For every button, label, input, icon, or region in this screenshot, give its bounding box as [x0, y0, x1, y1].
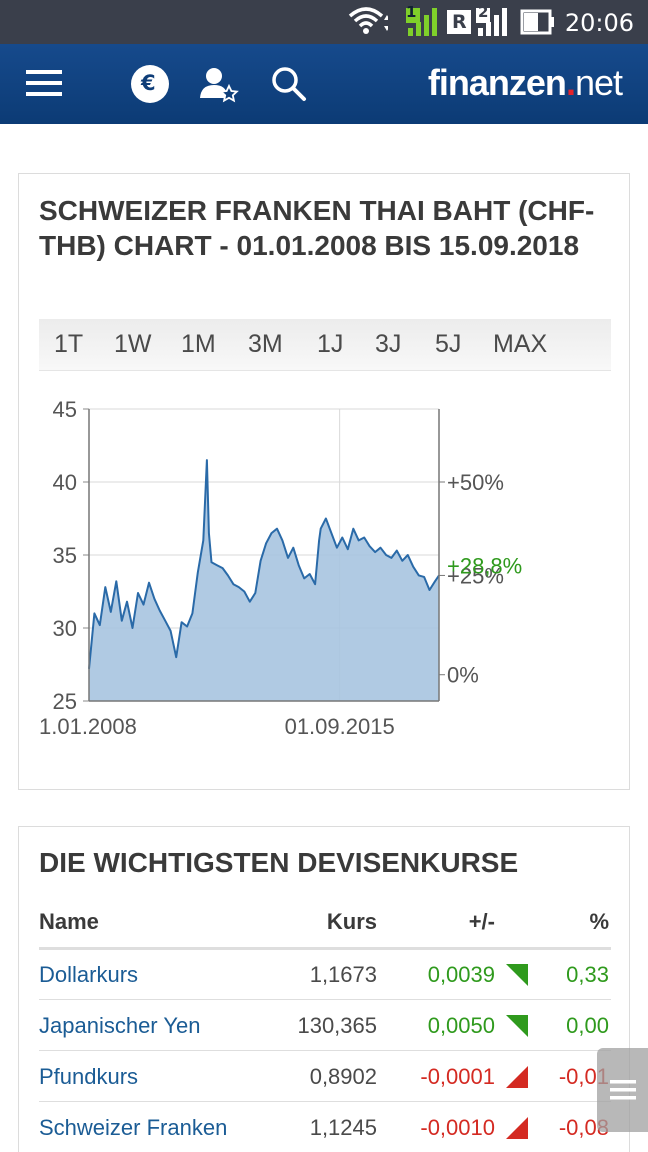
row-change: 0,0039: [427, 962, 495, 987]
range-tabs: 1T 1W 1M 3M 1J 3J 5J MAX: [39, 319, 611, 371]
table-row[interactable]: Dollarkurs 1,1673 0,0039 0,33: [39, 950, 611, 1000]
currency-icon-label: €: [141, 71, 156, 95]
row-change: -0,0010: [420, 1115, 495, 1140]
row-change: 0,0050: [427, 1013, 495, 1038]
right-tick-label: +50%: [447, 470, 504, 495]
header-divider: [39, 947, 611, 950]
row-name[interactable]: Japanischer Yen: [39, 1013, 201, 1038]
search-icon[interactable]: [269, 64, 309, 104]
col-name: Name: [39, 909, 99, 934]
y-tick-label: 25: [53, 689, 77, 714]
row-pct: 0,33: [566, 962, 609, 987]
brand-suffix: net: [574, 62, 623, 103]
wifi-icon: [348, 7, 388, 34]
list-icon: [610, 1080, 636, 1100]
user-watchlist-icon[interactable]: [198, 64, 240, 106]
row-change: -0,0001: [420, 1064, 495, 1089]
change-label: +28,8%: [447, 553, 522, 578]
x-tick-label: 1.01.2008: [39, 714, 137, 739]
y-tick-label: 45: [53, 397, 77, 422]
y-tick-label: 35: [53, 543, 77, 568]
brand-dot: .: [565, 62, 576, 103]
y-tick-label: 30: [53, 616, 77, 641]
row-name[interactable]: Pfundkurs: [39, 1064, 139, 1089]
trend-down-icon: [506, 1117, 528, 1139]
row-kurs: 1,1245: [309, 1115, 377, 1140]
fx-title: DIE WICHTIGSTEN DEVISENKURSE: [39, 847, 519, 878]
sim2-label: 2: [478, 3, 489, 21]
roaming-label: R: [452, 11, 467, 33]
currency-icon[interactable]: €: [131, 65, 169, 103]
row-kurs: 0,8902: [309, 1064, 377, 1089]
range-tab-1m[interactable]: 1M: [181, 330, 216, 358]
range-tab-3j[interactable]: 3J: [375, 330, 402, 358]
sim1-label: 1: [406, 3, 417, 21]
series-area: [89, 460, 439, 701]
range-tab-3m[interactable]: 3M: [248, 330, 283, 358]
row-kurs: 130,365: [297, 1013, 377, 1038]
brand-logo[interactable]: finanzen.net: [427, 62, 623, 104]
range-tab-5j[interactable]: 5J: [435, 330, 462, 358]
status-bar: 1 R 2 20:06: [0, 0, 648, 44]
row-name[interactable]: Schweizer Franken: [39, 1115, 228, 1140]
col-pct: %: [589, 909, 609, 934]
right-tick-label: 0%: [447, 663, 479, 688]
col-kurs: Kurs: [326, 909, 377, 934]
signal2-icon: [476, 8, 507, 36]
chart-title: SCHWEIZER FRANKEN THAI BAHT (CHF-THB) CH…: [39, 195, 595, 261]
chart-card: SCHWEIZER FRANKEN THAI BAHT (CHF-THB) CH…: [18, 173, 630, 790]
fx-card: DIE WICHTIGSTEN DEVISENKURSE Name Kurs +…: [18, 826, 630, 1152]
row-pct: 0,00: [566, 1013, 609, 1038]
trend-down-icon: [506, 1066, 528, 1088]
menu-icon[interactable]: [24, 64, 64, 104]
floating-menu-button[interactable]: [597, 1048, 648, 1132]
range-tab-max[interactable]: MAX: [493, 330, 548, 358]
battery-icon: [520, 9, 554, 35]
clock: 20:06: [564, 9, 634, 37]
col-change: +/-: [468, 909, 495, 934]
roaming-badge: R: [447, 10, 471, 34]
range-tab-1w[interactable]: 1W: [114, 330, 152, 358]
y-tick-label: 40: [53, 470, 77, 495]
row-name[interactable]: Dollarkurs: [39, 962, 139, 987]
signal-icon: [406, 8, 437, 36]
row-kurs: 1,1673: [309, 962, 377, 987]
range-tab-1j[interactable]: 1J: [317, 330, 344, 358]
series-line: [88, 459, 440, 669]
top-nav: € finanzen.net: [0, 44, 648, 124]
trend-up-icon: [506, 1015, 528, 1037]
price-chart[interactable]: 25 30 35 40 45 +50% +25% 0% +28,8% 1.01.2008 01.09…: [19, 174, 631, 791]
trend-up-icon: [506, 964, 528, 986]
brand-main: finanzen: [427, 62, 567, 103]
table-row[interactable]: Schweizer Franken 1,1245 -0,0010 -0,08: [39, 1103, 611, 1152]
table-row[interactable]: Pfundkurs 0,8902 -0,0001 -0,01: [39, 1052, 611, 1102]
x-tick-label: 01.09.2015: [285, 714, 395, 739]
right-tick-label: +25%: [447, 563, 504, 588]
table-row[interactable]: Japanischer Yen 130,365 0,0050 0,00: [39, 1001, 611, 1051]
range-tab-1t[interactable]: 1T: [54, 330, 84, 358]
